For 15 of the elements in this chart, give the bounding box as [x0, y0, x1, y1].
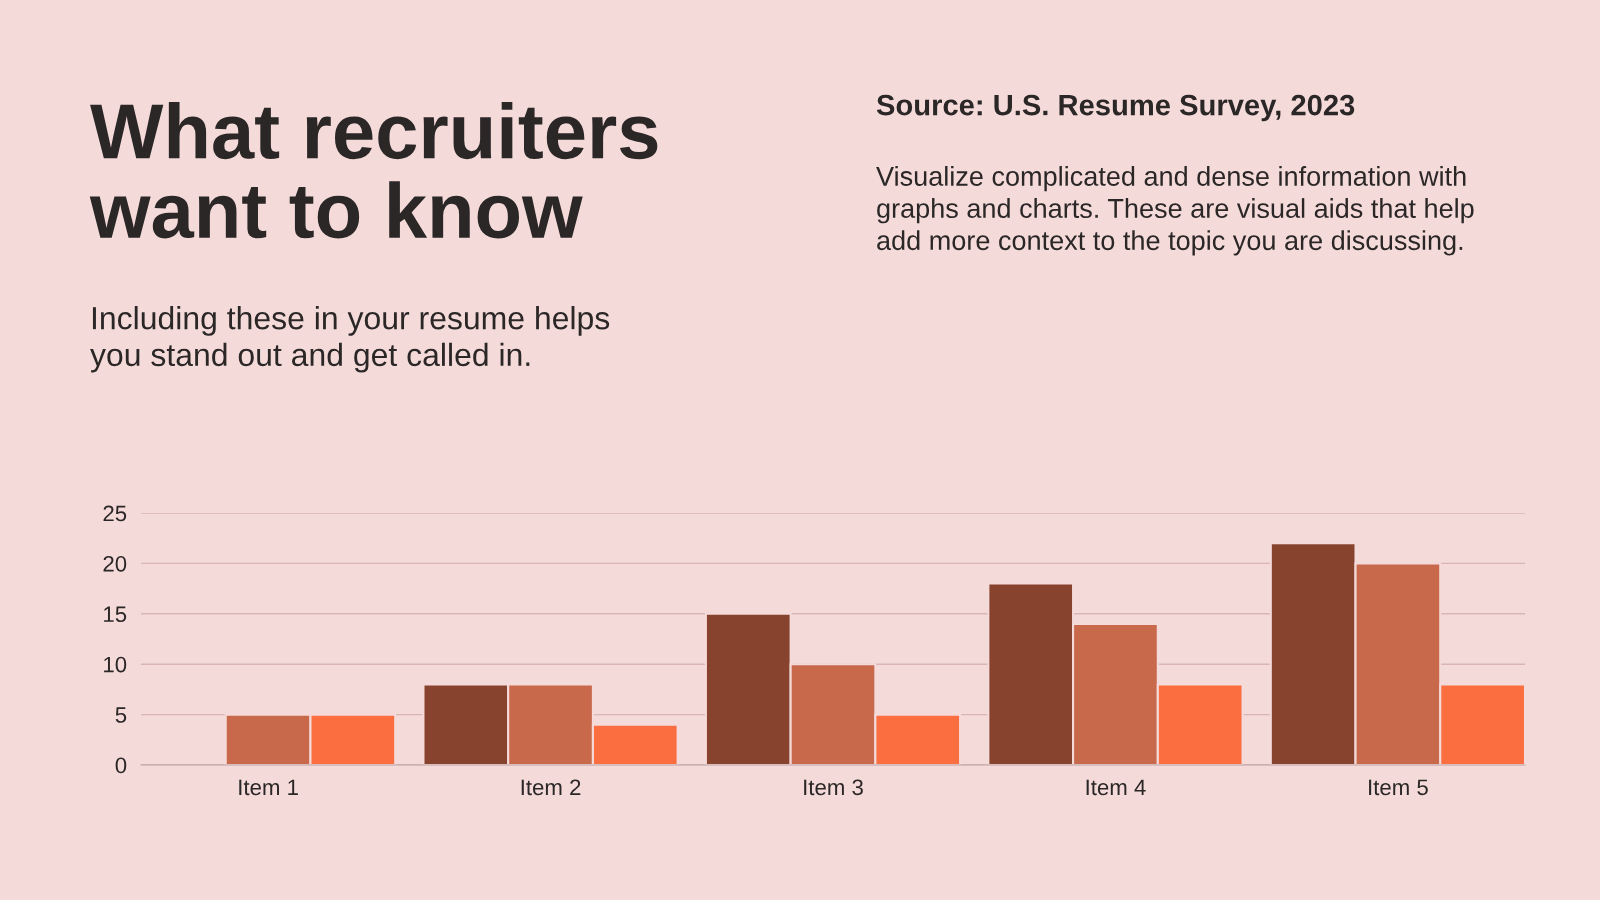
y-tick-label: 25: [103, 505, 127, 522]
source-note: Source: U.S. Resume Survey, 2023: [876, 94, 1355, 122]
x-tick-label: Item 3: [804, 779, 863, 796]
x-tick-label: Item 5: [1369, 779, 1428, 796]
chart-title: What recruiters want to know: [89, 102, 658, 239]
y-tick-label: 0: [115, 757, 127, 774]
chart-subtitle: Including these in your resume helps you stand out and get called in.: [90, 306, 610, 373]
x-tick-label: Item 2: [521, 779, 581, 796]
x-tick-label: Item 4: [1086, 779, 1146, 796]
y-tick-label: 5: [115, 707, 127, 723]
y-tick-label: 15: [104, 606, 127, 623]
y-tick-label: 10: [104, 656, 127, 673]
text: Visualize complicated and dense information with graphs and charts. These are visual aids that help add more context to the topic you are discussing.: [876, 166, 1474, 256]
x-tick-label: Item 1: [239, 779, 298, 796]
y-tick-label: 20: [103, 555, 127, 572]
